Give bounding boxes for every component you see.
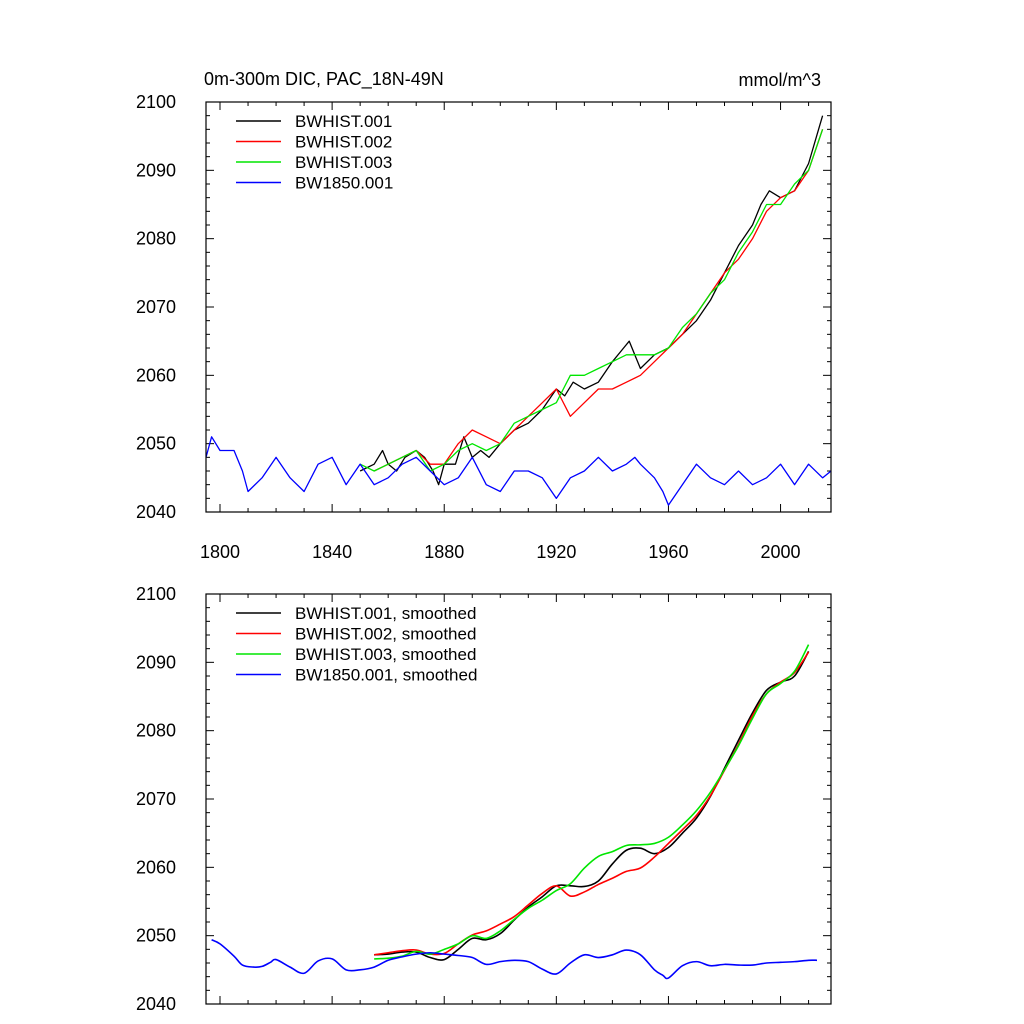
x-tick-label: 1800: [200, 542, 240, 562]
plot-frame: [205, 101, 832, 513]
y-tick-label: 2060: [136, 857, 176, 877]
y-tick-label: 2080: [136, 721, 176, 741]
legend-label: BWHIST.001, smoothed: [295, 604, 476, 623]
y-tick-label: 2080: [136, 229, 176, 249]
x-tick-label: 1880: [424, 542, 464, 562]
series-line-bwhist-002: [373, 129, 824, 472]
y-tick-label: 2050: [136, 434, 176, 454]
series-line-bwhist-003-smoothed: [374, 644, 810, 960]
plot-area: [206, 115, 831, 506]
legend-label: BWHIST.003, smoothed: [295, 645, 476, 664]
legend-label: BW1850.001: [295, 174, 393, 193]
chart-panel-1: 0m-300m DIC, PAC_18N-49N mmol/m^3 1800 1840…: [136, 69, 832, 562]
legend-label: BWHIST.002: [295, 133, 392, 152]
chart-panel-2: 2040 2050 2060 2070 2080 2090 2100 BWHIST.001, …: [136, 584, 832, 1014]
chart-title: 0m-300m DIC, PAC_18N-49N: [204, 69, 444, 90]
series-line-bwhist-002-smoothed: [374, 651, 810, 956]
x-tick-label: 1960: [648, 542, 688, 562]
series-line-bwhist-001: [359, 115, 824, 486]
y-tick-label: 2040: [136, 994, 176, 1014]
legend-label: BWHIST.003: [295, 153, 392, 172]
y-tick-label: 2050: [136, 926, 176, 946]
legend-label: BW1850.001, smoothed: [295, 666, 477, 685]
legend-label: BWHIST.001: [295, 112, 392, 131]
y-tick-label: 2070: [136, 297, 176, 317]
x-tick-label: 2000: [761, 542, 801, 562]
x-tick-label: 1920: [536, 542, 576, 562]
plot-area: [211, 644, 817, 980]
y-tick-label: 2070: [136, 789, 176, 809]
y-tick-label: 2090: [136, 160, 176, 180]
units-label: mmol/m^3: [739, 70, 821, 90]
y-tick-label: 2060: [136, 365, 176, 385]
y-tick-label: 2100: [136, 92, 176, 112]
series-line-bwhist-003: [359, 129, 824, 472]
y-tick-label: 2040: [136, 502, 176, 522]
x-tick-label: 1840: [312, 542, 352, 562]
y-tick-label: 2090: [136, 652, 176, 672]
y-tick-label: 2100: [136, 584, 176, 604]
plot-frame: [205, 593, 832, 1005]
series-line-bw1850-001-smoothed: [211, 939, 817, 980]
legend: BWHIST.001, smoothed BWHIST.002, smoothed…: [236, 604, 477, 685]
series-line-bwhist-001-smoothed: [374, 651, 810, 961]
series-line-bw1850-001: [206, 436, 831, 506]
legend-label: BWHIST.002, smoothed: [295, 625, 476, 644]
